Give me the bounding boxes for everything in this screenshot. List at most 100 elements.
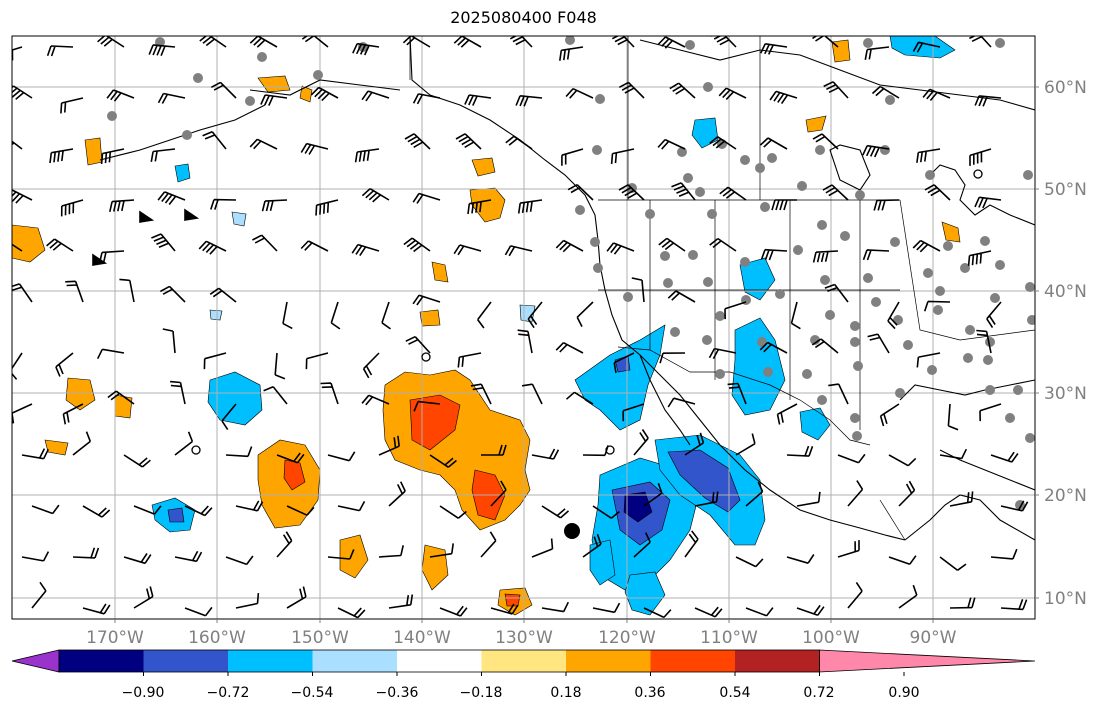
wind-barb — [527, 301, 543, 329]
wind-barb — [864, 46, 890, 60]
wind-barb — [72, 547, 100, 559]
wind-barb — [96, 348, 125, 360]
wind-barb — [362, 352, 380, 379]
wind-barb — [404, 133, 431, 150]
wind-barb — [249, 36, 278, 48]
wind-barb — [46, 238, 74, 252]
wind-barb — [305, 352, 329, 370]
wind-barb — [354, 148, 380, 163]
wind-barb — [517, 199, 543, 214]
storm-center-marker — [564, 523, 580, 539]
wind-barb — [923, 300, 951, 312]
colorbar-segment — [59, 650, 144, 672]
wind-barb — [133, 586, 154, 609]
wind-barb — [21, 448, 50, 460]
wind-barb — [822, 184, 849, 201]
wind-barb — [873, 199, 900, 211]
wind-barb — [119, 278, 135, 303]
wind-barb — [221, 403, 237, 431]
lon-label: 140°W — [393, 628, 451, 648]
wind-barb — [300, 142, 329, 155]
wind-barb — [60, 97, 84, 114]
wind-barb — [209, 287, 237, 303]
wind-barb — [174, 550, 203, 563]
lon-label: 170°W — [86, 628, 144, 648]
wind-barb — [592, 505, 620, 519]
wind-barb — [361, 188, 390, 203]
wind-barb — [123, 553, 152, 565]
wind-barb — [361, 90, 390, 102]
wind-barb — [490, 480, 507, 507]
latitude-labels: 60°N 50°N 40°N 30°N 20°N 10°N — [1044, 78, 1087, 609]
wind-barb — [282, 301, 293, 330]
wind-barb — [633, 429, 649, 456]
lat-label: 60°N — [1044, 78, 1087, 98]
wind-barb — [565, 87, 594, 99]
colorbar-tick-label: 0.90 — [888, 685, 919, 701]
colorbar-tick-label: 0.54 — [719, 685, 750, 701]
wind-barb — [610, 148, 635, 165]
wind-barb — [1000, 599, 1028, 611]
wind-barb — [235, 593, 260, 609]
wind-barb — [31, 504, 60, 515]
colorbar-segment — [566, 650, 651, 672]
colorbar-tick-label: −0.90 — [122, 685, 165, 701]
wind-barb — [12, 189, 33, 204]
wind-barb — [378, 435, 400, 456]
wind-barb — [352, 42, 380, 56]
wind-barb — [759, 341, 788, 354]
wind-barb — [559, 46, 584, 61]
wind-barb — [515, 95, 543, 107]
wind-barb — [65, 280, 84, 303]
wind-barb — [976, 329, 992, 354]
wind-barb — [824, 283, 849, 303]
wind-barb — [100, 148, 125, 164]
wind-barb — [867, 333, 890, 354]
wind-barb — [412, 192, 441, 204]
lat-label: 50°N — [1044, 180, 1087, 200]
lon-label: 110°W — [700, 628, 758, 648]
wind-barb — [657, 138, 686, 150]
wind-barb — [631, 277, 645, 303]
wind-barb — [823, 81, 849, 99]
wind-barb — [949, 491, 974, 507]
wind-barb — [966, 36, 992, 48]
wind-barb — [521, 383, 543, 405]
wind-barb — [898, 480, 916, 507]
wind-barb — [199, 36, 227, 48]
colorbar-extend-low — [11, 649, 60, 673]
wind-barb — [618, 81, 645, 99]
wind-barb — [790, 301, 801, 330]
wind-barb — [82, 603, 111, 615]
wind-barb — [837, 540, 860, 558]
wind-barb — [709, 136, 737, 150]
wind-barb — [300, 240, 329, 252]
wind-barb — [429, 454, 457, 468]
map-title: 2025080400 F048 — [450, 8, 597, 27]
wind-barb — [760, 43, 788, 55]
wind-barb — [301, 36, 329, 48]
wind-barb — [412, 294, 441, 306]
wind-barb — [310, 86, 339, 102]
wind-barb — [759, 137, 788, 150]
colorbar-segment — [228, 650, 313, 672]
wind-barb — [771, 199, 797, 211]
lon-label: 90°W — [910, 628, 957, 648]
wind-barb — [351, 243, 380, 257]
wind-barb — [669, 82, 696, 99]
wind-barb — [337, 607, 366, 619]
wind-barb — [174, 431, 194, 456]
political-borders — [409, 36, 1035, 541]
wind-barb — [727, 382, 747, 405]
wind-barb — [315, 199, 339, 216]
wind-barb — [263, 386, 288, 405]
wind-barb — [109, 199, 135, 212]
wind-barb — [198, 240, 227, 255]
wind-barb — [455, 133, 482, 150]
wind-barb — [439, 605, 468, 617]
wind-barb — [439, 505, 467, 519]
colorbar-segment — [650, 650, 736, 672]
wind-barb — [490, 603, 519, 615]
wind-barb — [97, 36, 125, 48]
colorbar-tick-label: 0.18 — [550, 685, 581, 701]
